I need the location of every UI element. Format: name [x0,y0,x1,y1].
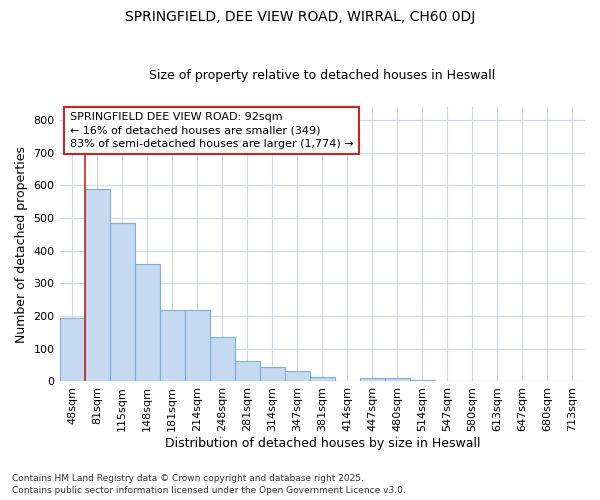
Text: SPRINGFIELD DEE VIEW ROAD: 92sqm
← 16% of detached houses are smaller (349)
83% : SPRINGFIELD DEE VIEW ROAD: 92sqm ← 16% o… [70,112,353,148]
Y-axis label: Number of detached properties: Number of detached properties [15,146,28,342]
Bar [310,376,335,382]
Bar [185,310,209,382]
Bar [160,310,185,382]
Bar [85,188,110,382]
Bar [235,361,260,382]
Bar [110,223,134,382]
Bar [285,371,310,382]
Text: Contains HM Land Registry data © Crown copyright and database right 2025.
Contai: Contains HM Land Registry data © Crown c… [12,474,406,495]
Bar [59,318,85,382]
Bar [360,378,385,382]
Title: Size of property relative to detached houses in Heswall: Size of property relative to detached ho… [149,69,496,82]
Text: SPRINGFIELD, DEE VIEW ROAD, WIRRAL, CH60 0DJ: SPRINGFIELD, DEE VIEW ROAD, WIRRAL, CH60… [125,10,475,24]
X-axis label: Distribution of detached houses by size in Heswall: Distribution of detached houses by size … [164,437,480,450]
Bar [385,378,410,382]
Bar [260,366,285,382]
Bar [209,338,235,382]
Bar [134,264,160,382]
Bar [410,380,435,382]
